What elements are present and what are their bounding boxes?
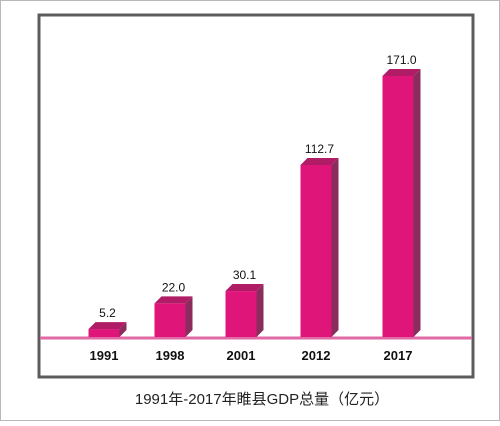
bar-top bbox=[300, 157, 339, 165]
bar-side bbox=[413, 69, 421, 337]
x-tick-label: 1998 bbox=[156, 348, 185, 363]
value-labels-group: 5.2 22.0 30.1 112.7 171.0 bbox=[99, 53, 417, 320]
x-tick-label: 2017 bbox=[384, 348, 413, 363]
x-tick-labels-group: 1991 1998 2001 2012 2017 bbox=[90, 348, 413, 363]
bar-front bbox=[382, 76, 414, 337]
x-tick-label: 2001 bbox=[227, 348, 256, 363]
bar-2012 bbox=[300, 157, 339, 337]
data-label: 112.7 bbox=[305, 142, 334, 156]
bar-top bbox=[225, 284, 264, 292]
data-label: 30.1 bbox=[233, 268, 257, 282]
bar-front bbox=[154, 303, 186, 337]
bar-top bbox=[154, 296, 193, 304]
bar-side bbox=[331, 157, 339, 337]
bar-side bbox=[256, 284, 264, 337]
bar-top bbox=[382, 69, 421, 76]
bar-1991 bbox=[88, 322, 127, 337]
data-label: 22.0 bbox=[162, 280, 186, 294]
data-label: 171.0 bbox=[386, 53, 416, 67]
bar-side bbox=[185, 296, 193, 337]
data-label: 5.2 bbox=[99, 306, 116, 320]
bar-2017 bbox=[382, 69, 421, 337]
bar-front bbox=[225, 291, 257, 337]
chart-title: 1991年-2017年睢县GDP总量（亿元） bbox=[135, 391, 389, 408]
bar-top bbox=[88, 322, 127, 330]
x-tick-label: 2012 bbox=[302, 348, 331, 363]
bar-1998 bbox=[154, 296, 193, 337]
bar-2001 bbox=[225, 284, 264, 337]
bar-front bbox=[88, 329, 120, 337]
x-tick-label: 1991 bbox=[90, 348, 119, 363]
bar-side bbox=[119, 322, 127, 337]
bar-front bbox=[300, 164, 332, 337]
bars-group bbox=[88, 69, 421, 337]
